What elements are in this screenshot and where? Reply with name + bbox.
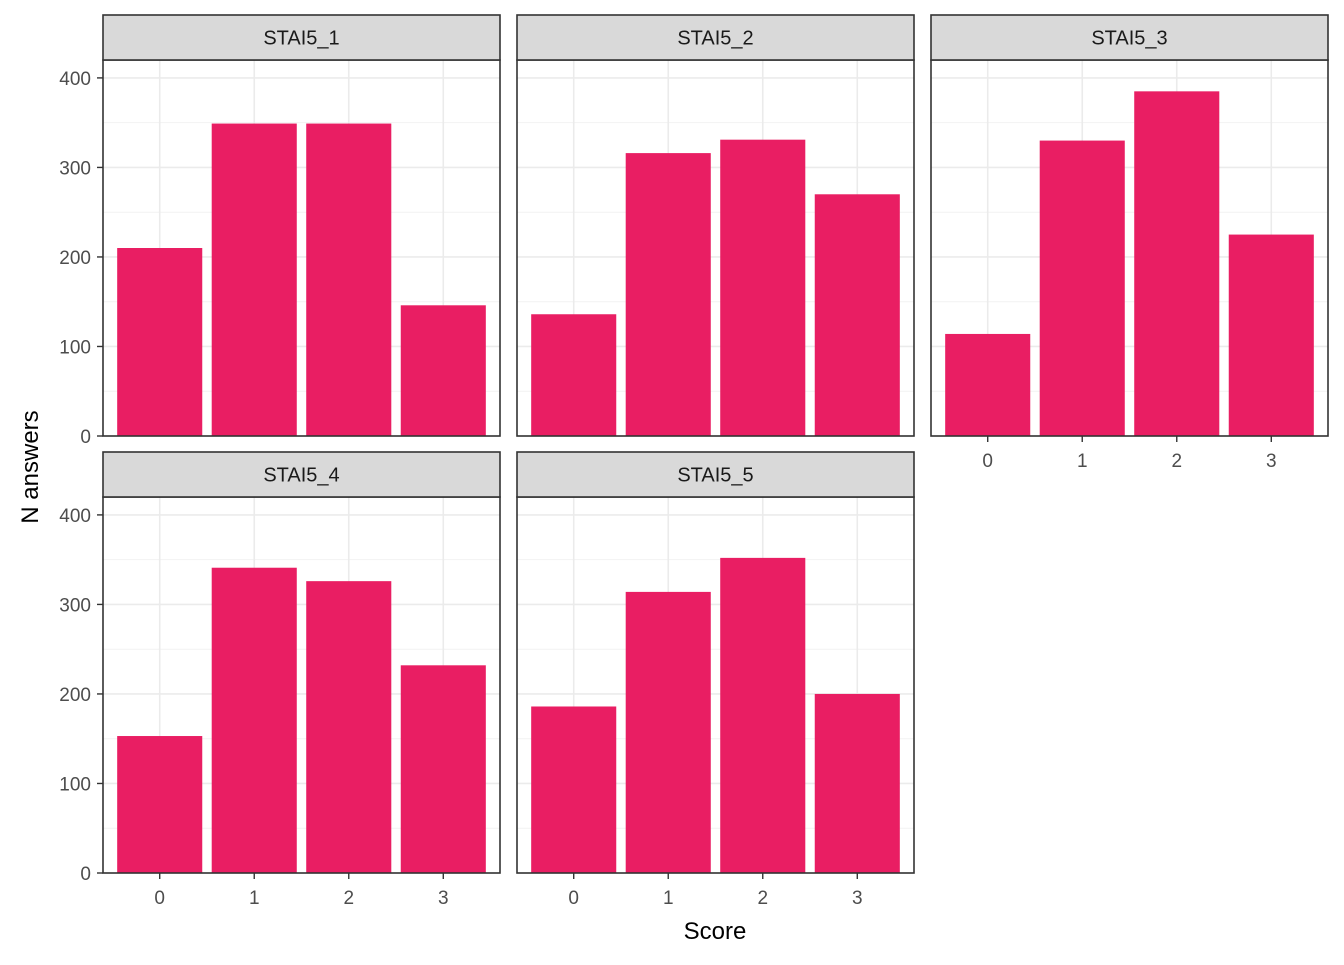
bar-stai5_4-0 xyxy=(117,736,203,873)
bar-stai5_5-0 xyxy=(531,706,617,873)
x-tick-label: 1 xyxy=(663,888,674,909)
strip-stai5_4 xyxy=(102,451,501,498)
y-tick-label: 0 xyxy=(80,864,91,885)
bar-stai5_5-3 xyxy=(814,693,900,873)
x-tick-label: 3 xyxy=(1266,451,1277,472)
bar-stai5_4-2 xyxy=(306,581,392,873)
strip-stai5_5 xyxy=(516,451,915,498)
strip-stai5_2 xyxy=(516,14,915,61)
x-tick-label: 1 xyxy=(1077,451,1088,472)
bar-stai5_3-2 xyxy=(1134,91,1220,436)
bar-stai5_5-2 xyxy=(720,557,806,873)
bar-stai5_4-3 xyxy=(400,665,486,873)
bar-stai5_4-1 xyxy=(211,567,297,873)
bar-stai5_2-1 xyxy=(625,153,711,436)
y-tick-label: 400 xyxy=(59,506,91,527)
bar-stai5_3-0 xyxy=(945,333,1031,436)
bar-stai5_3-3 xyxy=(1228,234,1314,436)
x-tick-label: 2 xyxy=(1171,451,1182,472)
strip-label-stai5_1: STAI5_1 xyxy=(263,28,339,50)
bar-stai5_1-3 xyxy=(400,305,486,436)
y-axis-title: N answers xyxy=(17,410,44,523)
x-tick-label: 0 xyxy=(568,888,579,909)
bar-stai5_1-1 xyxy=(211,123,297,437)
bar-stai5_5-1 xyxy=(625,591,711,873)
x-tick-label: 0 xyxy=(982,451,993,472)
strip-label-stai5_2: STAI5_2 xyxy=(677,28,753,50)
y-tick-label: 300 xyxy=(59,158,91,179)
strip-stai5_1 xyxy=(102,14,501,61)
bar-stai5_3-1 xyxy=(1039,140,1125,437)
x-tick-label: 2 xyxy=(757,888,768,909)
y-tick-label: 0 xyxy=(80,427,91,448)
bar-stai5_2-0 xyxy=(531,314,617,436)
y-tick-label: 100 xyxy=(59,337,91,358)
x-tick-label: 0 xyxy=(154,888,165,909)
y-tick-label: 400 xyxy=(59,69,91,90)
bar-stai5_2-2 xyxy=(720,139,806,436)
x-tick-label: 3 xyxy=(438,888,449,909)
y-tick-label: 200 xyxy=(59,685,91,706)
x-tick-label: 1 xyxy=(249,888,260,909)
x-tick-label: 2 xyxy=(343,888,354,909)
bar-stai5_1-0 xyxy=(117,248,203,436)
strip-label-stai5_3: STAI5_3 xyxy=(1091,28,1167,50)
y-tick-label: 300 xyxy=(59,595,91,616)
bar-stai5_1-2 xyxy=(306,123,392,437)
strip-label-stai5_5: STAI5_5 xyxy=(677,465,753,487)
strip-label-stai5_4: STAI5_4 xyxy=(263,465,339,487)
strip-stai5_3 xyxy=(930,14,1329,61)
x-tick-label: 3 xyxy=(852,888,863,909)
y-tick-label: 200 xyxy=(59,248,91,269)
y-tick-label: 100 xyxy=(59,774,91,795)
x-axis-title: Score xyxy=(684,918,747,945)
bar-stai5_2-3 xyxy=(814,194,900,436)
